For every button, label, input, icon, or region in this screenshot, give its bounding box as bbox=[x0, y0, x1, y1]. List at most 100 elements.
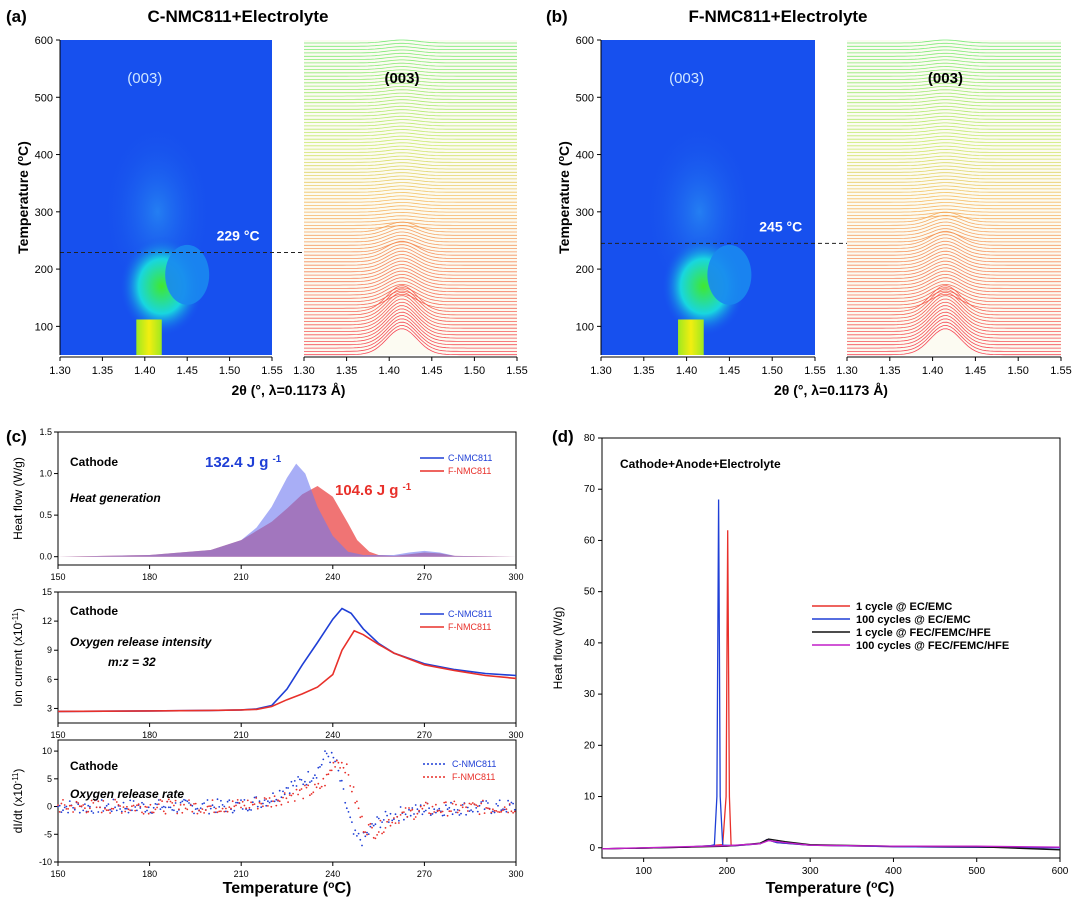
plot-subtitle: Oxygen release rate bbox=[70, 787, 184, 801]
waterfall-trace bbox=[304, 205, 517, 210]
rate-point bbox=[265, 804, 268, 807]
rate-point bbox=[272, 800, 274, 803]
rate-point bbox=[394, 822, 397, 824]
rate-point bbox=[57, 805, 59, 808]
rate-point bbox=[419, 804, 422, 807]
rate-point bbox=[240, 799, 242, 801]
heatmap-peak-label: (003) bbox=[127, 70, 162, 87]
waterfall-trace bbox=[847, 42, 1061, 47]
x-tick-label: 300 bbox=[508, 572, 523, 582]
rate-point bbox=[507, 799, 509, 802]
heatmap-peak-label: (003) bbox=[669, 70, 704, 87]
panel-label: (c) bbox=[6, 427, 27, 446]
x-tick-label: 600 bbox=[1052, 866, 1069, 877]
rate-point bbox=[466, 806, 469, 809]
waterfall-trace bbox=[847, 89, 1061, 94]
waterfall-trace bbox=[304, 125, 517, 130]
rate-point bbox=[369, 825, 372, 828]
rate-point bbox=[97, 800, 100, 803]
rate-point bbox=[95, 806, 98, 809]
rate-point bbox=[334, 760, 336, 763]
rate-point bbox=[60, 802, 63, 805]
rate-point bbox=[411, 807, 414, 809]
plot-frame bbox=[57, 739, 517, 863]
superscript: o bbox=[15, 156, 25, 162]
rate-point bbox=[307, 770, 310, 773]
panel-b: (b) F-NMC811+Electrolyte (003) 245 °C 100 200… bbox=[546, 7, 1072, 398]
rate-point bbox=[456, 811, 459, 814]
waterfall-trace bbox=[304, 175, 517, 180]
waterfall-trace bbox=[847, 321, 1061, 349]
superscript: -11 bbox=[11, 773, 20, 784]
rate-point bbox=[92, 802, 95, 804]
waterfall-trace bbox=[847, 280, 1061, 296]
rate-point bbox=[399, 814, 402, 816]
waterfall-trace bbox=[847, 285, 1061, 312]
waterfall-trace bbox=[304, 96, 517, 100]
waterfall-trace bbox=[847, 66, 1061, 70]
rate-point bbox=[322, 758, 325, 761]
rate-point bbox=[58, 811, 61, 813]
rate-point bbox=[278, 800, 281, 803]
rate-point bbox=[188, 802, 190, 804]
rate-point bbox=[480, 801, 483, 803]
rate-point bbox=[298, 789, 301, 792]
panel-title: F-NMC811+Electrolyte bbox=[688, 7, 867, 26]
rate-point bbox=[379, 826, 382, 829]
rate-point bbox=[335, 759, 338, 762]
rate-point bbox=[339, 780, 341, 782]
waterfall-trace bbox=[304, 165, 517, 170]
rate-point bbox=[334, 766, 336, 768]
waterfall-trace bbox=[304, 295, 517, 322]
rate-point bbox=[84, 807, 86, 810]
rate-point bbox=[292, 784, 294, 787]
rate-point bbox=[104, 807, 106, 810]
waterfall-trace bbox=[304, 221, 517, 233]
waterfall-trace bbox=[304, 69, 517, 74]
waterfall-trace bbox=[847, 96, 1061, 100]
rate-point bbox=[181, 811, 184, 814]
rate-point bbox=[362, 831, 365, 833]
rate-point bbox=[451, 813, 454, 816]
rate-point bbox=[438, 809, 441, 812]
waterfall-trace bbox=[304, 92, 517, 97]
rate-point bbox=[461, 806, 464, 809]
rate-point bbox=[248, 806, 251, 809]
rate-point bbox=[166, 800, 169, 803]
rate-point bbox=[387, 818, 390, 821]
rate-point bbox=[391, 819, 394, 822]
rate-point bbox=[495, 803, 498, 805]
rate-point bbox=[100, 811, 103, 814]
x-tick-label: 1.30 bbox=[49, 365, 70, 377]
rate-point bbox=[344, 771, 347, 774]
rate-point bbox=[151, 811, 153, 814]
rate-point bbox=[414, 816, 417, 818]
rate-point bbox=[112, 807, 115, 810]
rate-point bbox=[258, 800, 261, 803]
x-tick-label: 210 bbox=[234, 572, 249, 582]
rate-point bbox=[302, 783, 305, 786]
rate-point bbox=[223, 810, 226, 813]
rate-point bbox=[89, 805, 91, 808]
rate-point bbox=[465, 806, 467, 809]
rate-point bbox=[503, 806, 506, 808]
rate-point bbox=[416, 808, 419, 811]
rate-point bbox=[78, 811, 81, 814]
x-tick-label: 1.45 bbox=[176, 365, 197, 377]
rate-point bbox=[342, 788, 345, 790]
x-tick-label: 1.30 bbox=[590, 365, 611, 377]
rate-point bbox=[250, 801, 253, 804]
rate-point bbox=[325, 752, 328, 755]
legend-marker bbox=[435, 763, 437, 765]
y-axis-label: dI/dt (x10-11) bbox=[11, 769, 26, 834]
rate-point bbox=[273, 800, 276, 803]
rate-point bbox=[330, 751, 333, 754]
y-tick-label: 600 bbox=[35, 35, 53, 47]
rate-point bbox=[502, 809, 504, 812]
rate-point bbox=[132, 800, 135, 802]
rate-point bbox=[329, 761, 331, 764]
waterfall-trace bbox=[847, 112, 1061, 117]
rate-point bbox=[456, 809, 459, 811]
superscript: -1 bbox=[403, 482, 412, 493]
waterfall-trace bbox=[847, 305, 1061, 332]
